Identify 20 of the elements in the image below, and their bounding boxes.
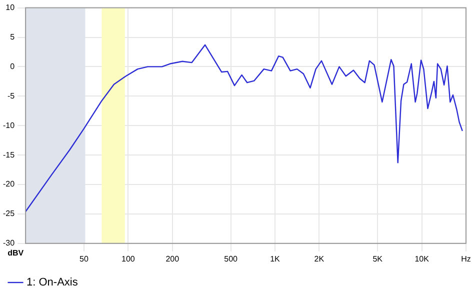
x-tick-label: 200	[166, 254, 180, 264]
y-tick-label: 5	[10, 32, 16, 42]
x-tick-label: 10K	[414, 254, 430, 264]
y-tick-label: -30	[3, 238, 16, 248]
y-tick-label: -15	[3, 150, 16, 160]
y-axis-title: dBV	[8, 248, 24, 258]
x-tick-label: Hz	[461, 254, 471, 264]
x-tick-label: 1K	[270, 254, 281, 264]
x-tick-label: 100	[122, 254, 136, 264]
y-tick-label: 0	[10, 62, 16, 71]
y-tick-label: -20	[3, 180, 16, 189]
legend-label: 1: On-Axis	[26, 276, 78, 289]
x-tick-label: 5K	[372, 254, 384, 264]
x-tick-label: 50	[80, 254, 89, 264]
x-tick-label: 500	[224, 254, 238, 264]
x-tick-label: 2K	[314, 254, 325, 264]
y-tick-label: 10	[6, 3, 16, 12]
y-tick-label: -10	[3, 120, 16, 130]
y-tick-label: -5	[7, 91, 16, 100]
y-tick-label: -25	[3, 209, 16, 218]
